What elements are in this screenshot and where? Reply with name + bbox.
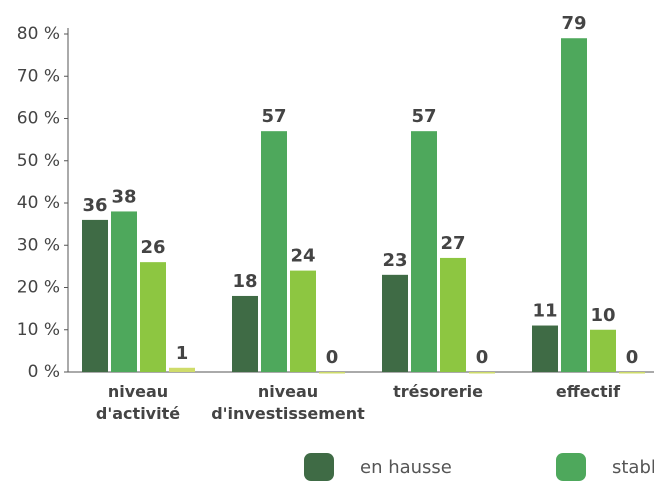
bar [469, 372, 495, 374]
value-label: 57 [261, 106, 286, 127]
value-label: 27 [440, 233, 465, 254]
bar [111, 211, 137, 372]
y-tick-label: 20 % [17, 278, 60, 298]
bar [82, 219, 108, 372]
legend-label: en hausse [360, 457, 452, 478]
bar [232, 295, 258, 372]
value-label: 0 [476, 347, 489, 368]
y-tick-label: 10 % [17, 320, 60, 340]
bar [290, 270, 316, 372]
bar [169, 367, 195, 372]
x-tick-label: niveau d'activité [96, 382, 180, 423]
bar [411, 131, 437, 372]
value-label: 0 [326, 347, 339, 368]
y-tick-label: 50 % [17, 151, 60, 171]
bar [140, 262, 166, 372]
value-label: 26 [140, 237, 165, 258]
bar [590, 329, 616, 372]
value-label: 11 [532, 301, 557, 322]
y-tick-label: 40 % [17, 193, 60, 213]
value-label: 24 [290, 246, 315, 267]
bar [532, 325, 558, 372]
legend-swatch [304, 453, 334, 481]
y-tick-label: 30 % [17, 235, 60, 255]
bar [561, 38, 587, 372]
value-label: 18 [232, 271, 257, 292]
x-tick-label: niveau d'investissement [211, 382, 365, 423]
y-tick-label: 70 % [17, 66, 60, 86]
value-label: 10 [590, 305, 615, 326]
bar [440, 257, 466, 372]
value-label: 36 [82, 195, 107, 216]
bar [619, 372, 645, 374]
y-tick-label: 60 % [17, 109, 60, 129]
legend-swatch [556, 453, 586, 481]
x-tick-label: trésorerie [393, 382, 483, 401]
x-tick-label: effectif [556, 382, 621, 401]
y-tick-label: 0 % [28, 362, 60, 382]
value-label: 38 [111, 186, 136, 207]
legend-label: stabl [612, 457, 654, 478]
value-label: 0 [626, 347, 639, 368]
value-label: 57 [411, 106, 436, 127]
bar [319, 372, 345, 374]
y-tick-label: 80 % [17, 24, 60, 44]
bar [261, 131, 287, 372]
bar [382, 274, 408, 372]
value-label: 79 [561, 13, 586, 34]
value-label: 23 [382, 250, 407, 271]
value-label: 1 [176, 343, 189, 364]
